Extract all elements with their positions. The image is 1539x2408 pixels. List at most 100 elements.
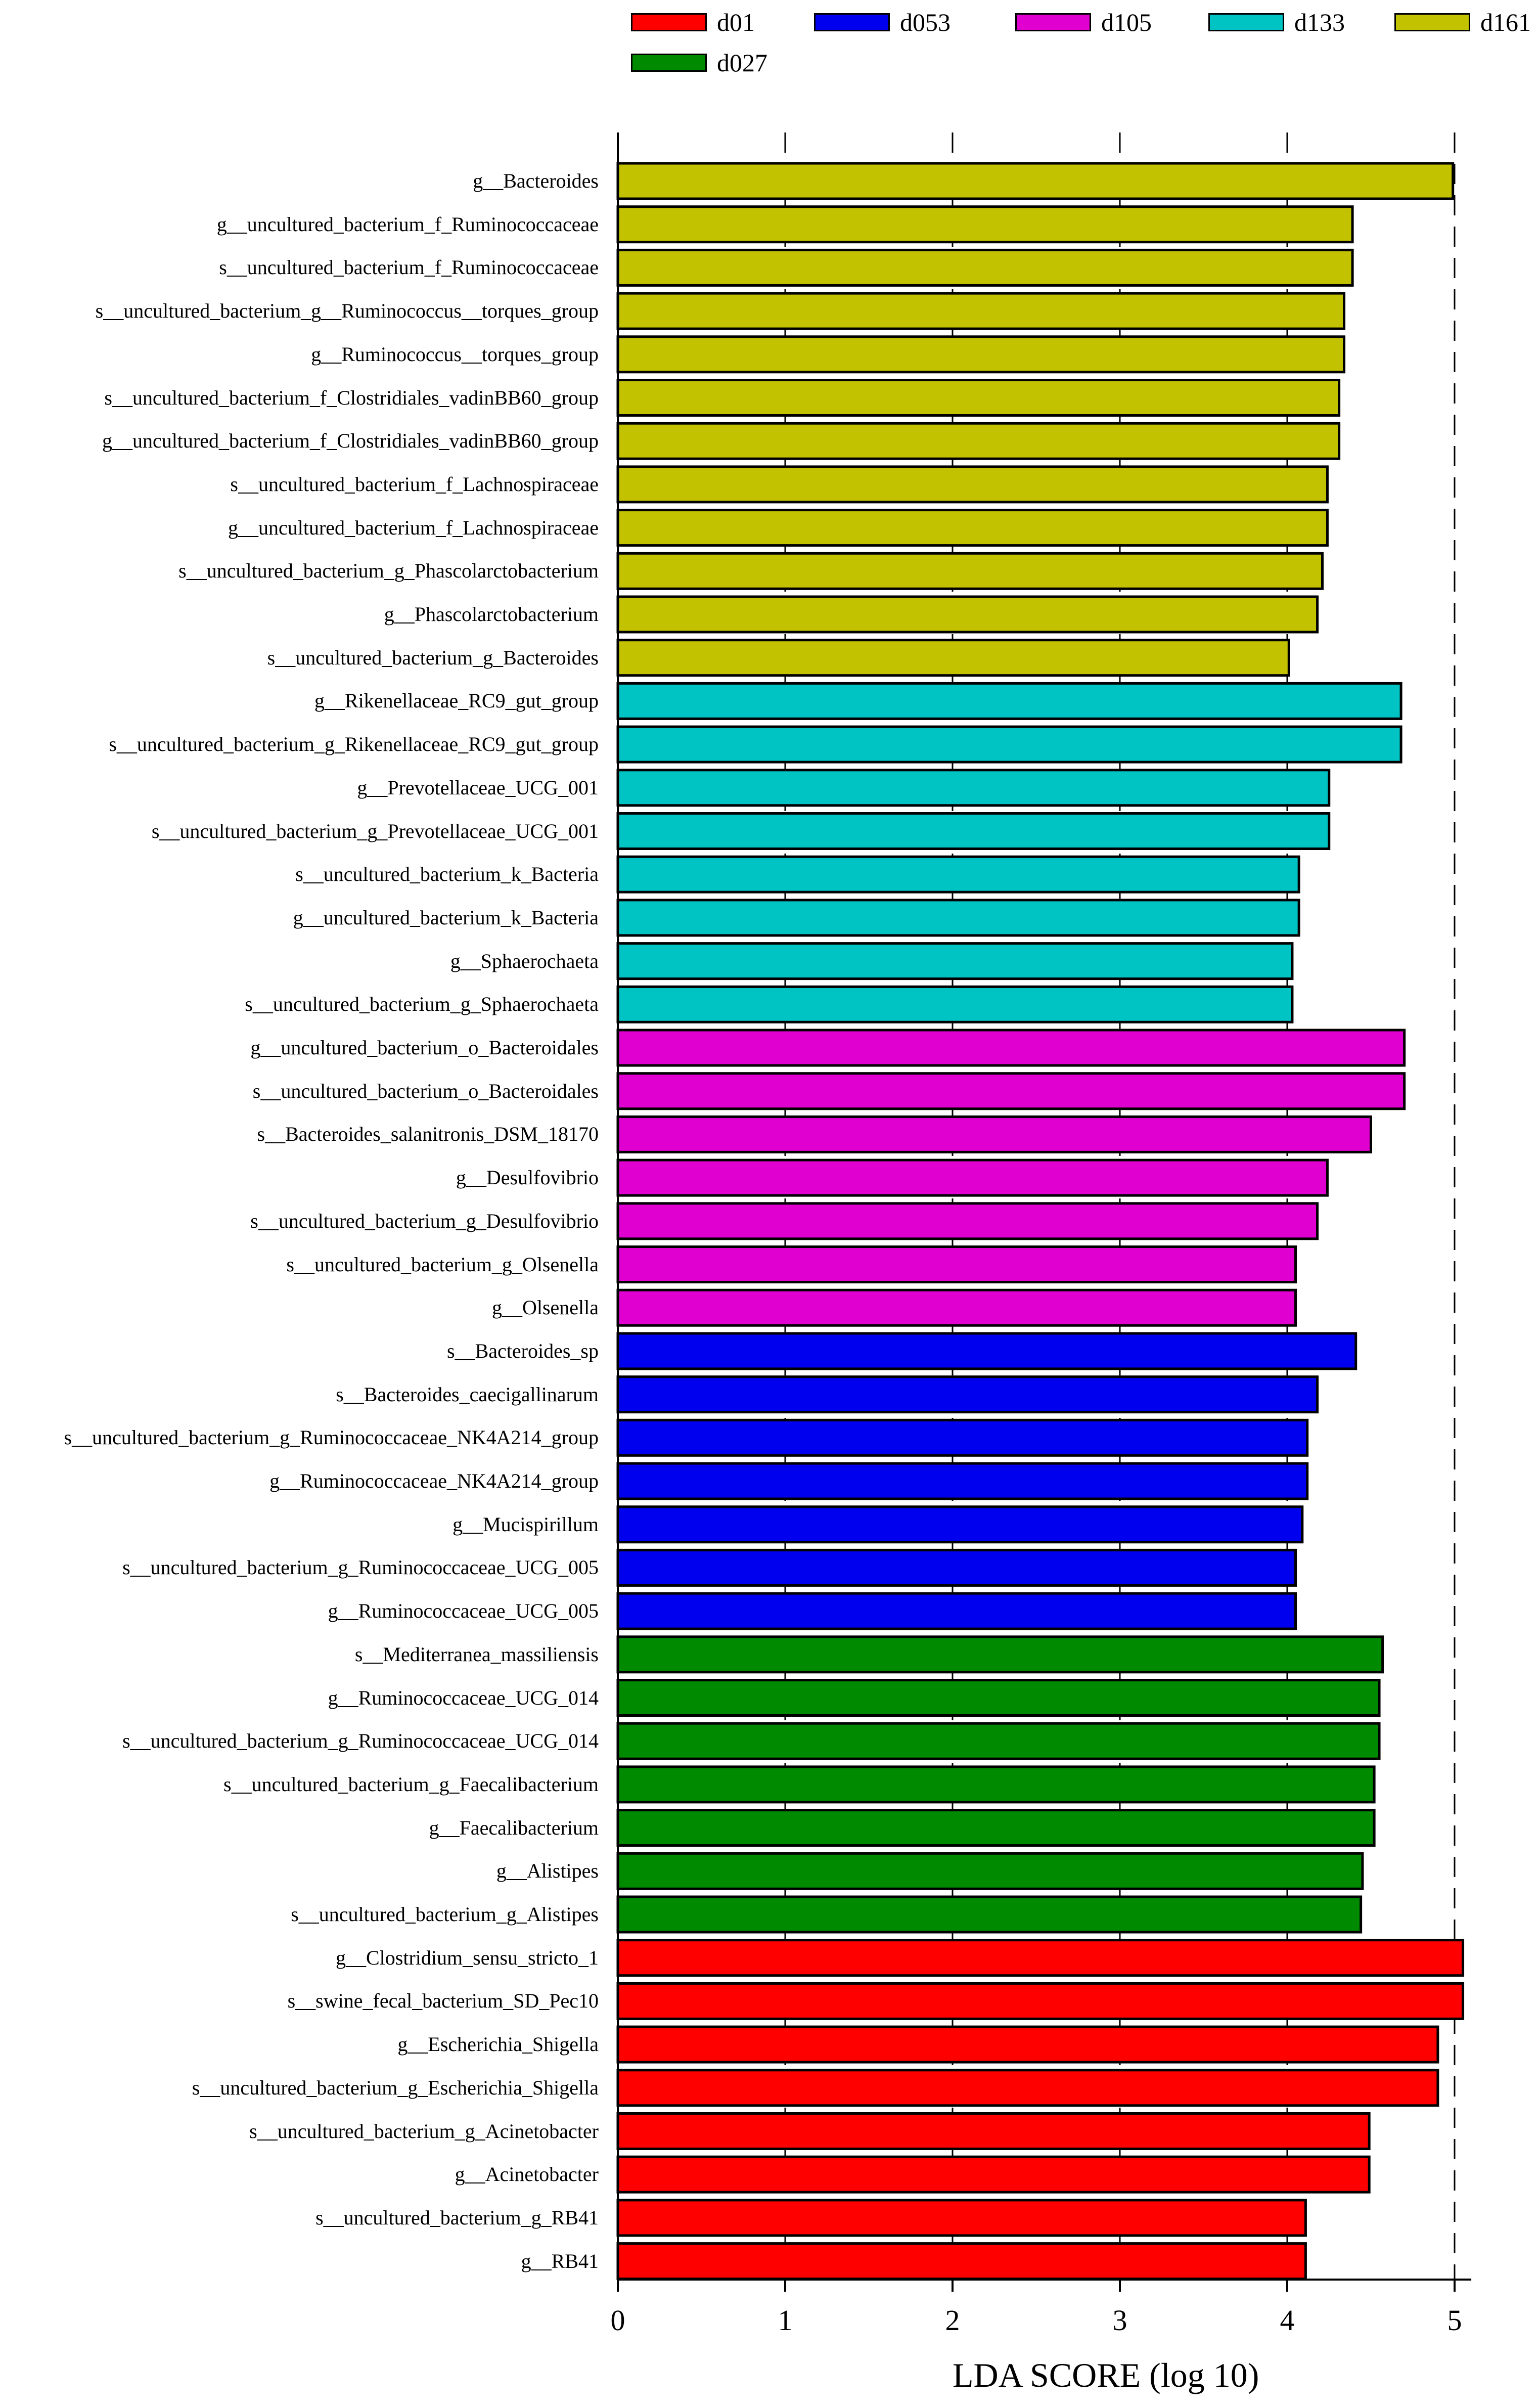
legend-label: d053	[900, 8, 950, 36]
bar	[616, 985, 1294, 1023]
category-label: s__uncultured_bacterium_o_Bacteroidales	[252, 1079, 599, 1102]
category-label: s__uncultured_bacterium_g__Ruminococcus_…	[95, 299, 599, 323]
category-label: s__Bacteroides_caecigallinarum	[336, 1383, 599, 1406]
bar	[616, 465, 1329, 504]
bar	[616, 1462, 1309, 1500]
bar	[616, 2199, 1307, 2237]
category-label: g__Sphaerochaeta	[450, 949, 599, 972]
category-label: s__uncultured_bacterium_g_Ruminococcacea…	[122, 1729, 599, 1753]
category-label: s__uncultured_bacterium_g_Bacteroides	[267, 646, 599, 669]
bar	[616, 1332, 1357, 1370]
category-label: g__Faecalibacterium	[429, 1816, 599, 1839]
x-tick-label: 4	[1280, 2304, 1295, 2337]
bar	[616, 639, 1290, 677]
category-label: g__Phascolarctobacterium	[384, 603, 599, 626]
legend-swatch	[1394, 13, 1470, 31]
bar	[616, 942, 1294, 980]
bar	[616, 812, 1331, 850]
category-label: g__uncultured_bacterium_f_Lachnospiracea…	[228, 516, 599, 539]
bar	[616, 552, 1324, 590]
legend-label: d133	[1294, 8, 1345, 36]
bar	[616, 422, 1341, 460]
bar	[616, 2112, 1371, 2150]
bar	[616, 1115, 1372, 1153]
x-tick-label: 1	[778, 2304, 793, 2337]
x-tick-label: 5	[1447, 2304, 1462, 2337]
legend-item-d161: d161	[1394, 7, 1531, 37]
category-label: g__uncultured_bacterium_f_Ruminococcacea…	[216, 212, 599, 236]
category-label: g__Ruminococcus__torques_group	[311, 342, 599, 366]
category-label: g__Acinetobacter	[455, 2163, 599, 2186]
bar	[616, 2242, 1307, 2281]
category-label: s__uncultured_bacterium_g_Ruminococcacea…	[122, 1556, 599, 1579]
category-label: g__Prevotellaceae_UCG_001	[357, 776, 599, 799]
legend-item-d053: d053	[814, 7, 950, 37]
category-label: s__uncultured_bacterium_g_Alistipes	[291, 1903, 599, 1926]
category-label: s__uncultured_bacterium_g_Faecalibacteri…	[223, 1772, 599, 1796]
legend-item-d105: d105	[1015, 7, 1152, 37]
legend-swatch	[814, 13, 890, 31]
category-label: s__uncultured_bacterium_g_Acinetobacter	[249, 2119, 599, 2143]
bar	[616, 1592, 1297, 1630]
bar	[616, 379, 1341, 417]
legend-item-d027: d027	[631, 48, 767, 78]
category-label: s__uncultured_bacterium_g_Rikenellaceae_…	[109, 733, 599, 756]
category-label: g__Clostridium_sensu_stricto_1	[336, 1946, 599, 1969]
category-label: g__Escherichia_Shigella	[397, 2033, 599, 2056]
category-label: g__Desulfovibrio	[456, 1166, 599, 1189]
bar	[616, 2155, 1371, 2194]
bar	[616, 595, 1319, 634]
legend-swatch	[1208, 13, 1284, 31]
bar	[616, 205, 1354, 244]
bar	[616, 1288, 1297, 1327]
bar	[616, 1852, 1364, 1890]
legend-swatch	[631, 54, 707, 72]
legend-item-d133: d133	[1208, 7, 1345, 37]
bar	[616, 1939, 1465, 1977]
category-label: s__uncultured_bacterium_f_Lachnospiracea…	[230, 472, 599, 496]
bar	[616, 1635, 1384, 1674]
bar	[616, 509, 1329, 547]
category-label: g__Ruminococcaceae_UCG_014	[328, 1686, 599, 1709]
category-label: g__Ruminococcaceae_UCG_005	[328, 1599, 599, 1623]
bar	[616, 335, 1346, 374]
category-label: g__Alistipes	[496, 1859, 599, 1883]
category-label: s__uncultured_bacterium_k_Bacteria	[295, 863, 599, 886]
bar	[616, 162, 1455, 200]
bar	[616, 725, 1402, 764]
category-label: s__uncultured_bacterium_g_Escherichia_Sh…	[192, 2076, 599, 2099]
category-label: g__RB41	[521, 2249, 599, 2272]
bar	[616, 1375, 1319, 1414]
bar	[616, 899, 1300, 937]
category-label: s__Bacteroides_sp	[447, 1339, 599, 1362]
category-label: g__Olsenella	[491, 1296, 599, 1319]
bar	[616, 1418, 1309, 1457]
legend-item-d01: d01	[631, 7, 755, 37]
legend-label: d027	[717, 49, 767, 77]
category-label: s__uncultured_bacterium_g_RB41	[315, 2206, 599, 2229]
category-label: s__uncultured_bacterium_g_Sphaerochaeta	[245, 993, 599, 1016]
category-label: s__uncultured_bacterium_g_Prevotellaceae…	[151, 819, 599, 842]
bar	[616, 1548, 1297, 1587]
bar	[616, 1895, 1363, 1934]
category-label: s__uncultured_bacterium_g_Olsenella	[286, 1253, 599, 1276]
x-tick-label: 3	[1112, 2304, 1127, 2337]
x-tick-label: 0	[610, 2304, 625, 2337]
legend-swatch	[1015, 13, 1091, 31]
bar	[616, 1029, 1406, 1067]
bar	[616, 1505, 1304, 1544]
category-label: s__uncultured_bacterium_g_Ruminococcacea…	[64, 1426, 599, 1449]
x-tick-label: 2	[945, 2304, 960, 2337]
legend-label: d161	[1480, 8, 1531, 36]
category-label: s__swine_fecal_bacterium_SD_Pec10	[287, 1989, 599, 2013]
bar	[616, 1982, 1465, 2020]
legend-swatch	[631, 13, 707, 31]
category-label: s__Mediterranea_massiliensis	[354, 1642, 599, 1666]
bar	[616, 292, 1346, 330]
bar	[616, 1072, 1406, 1110]
category-label: g__Rikenellaceae_RC9_gut_group	[314, 689, 599, 712]
bar	[616, 2025, 1439, 2064]
bar	[616, 1679, 1381, 1717]
